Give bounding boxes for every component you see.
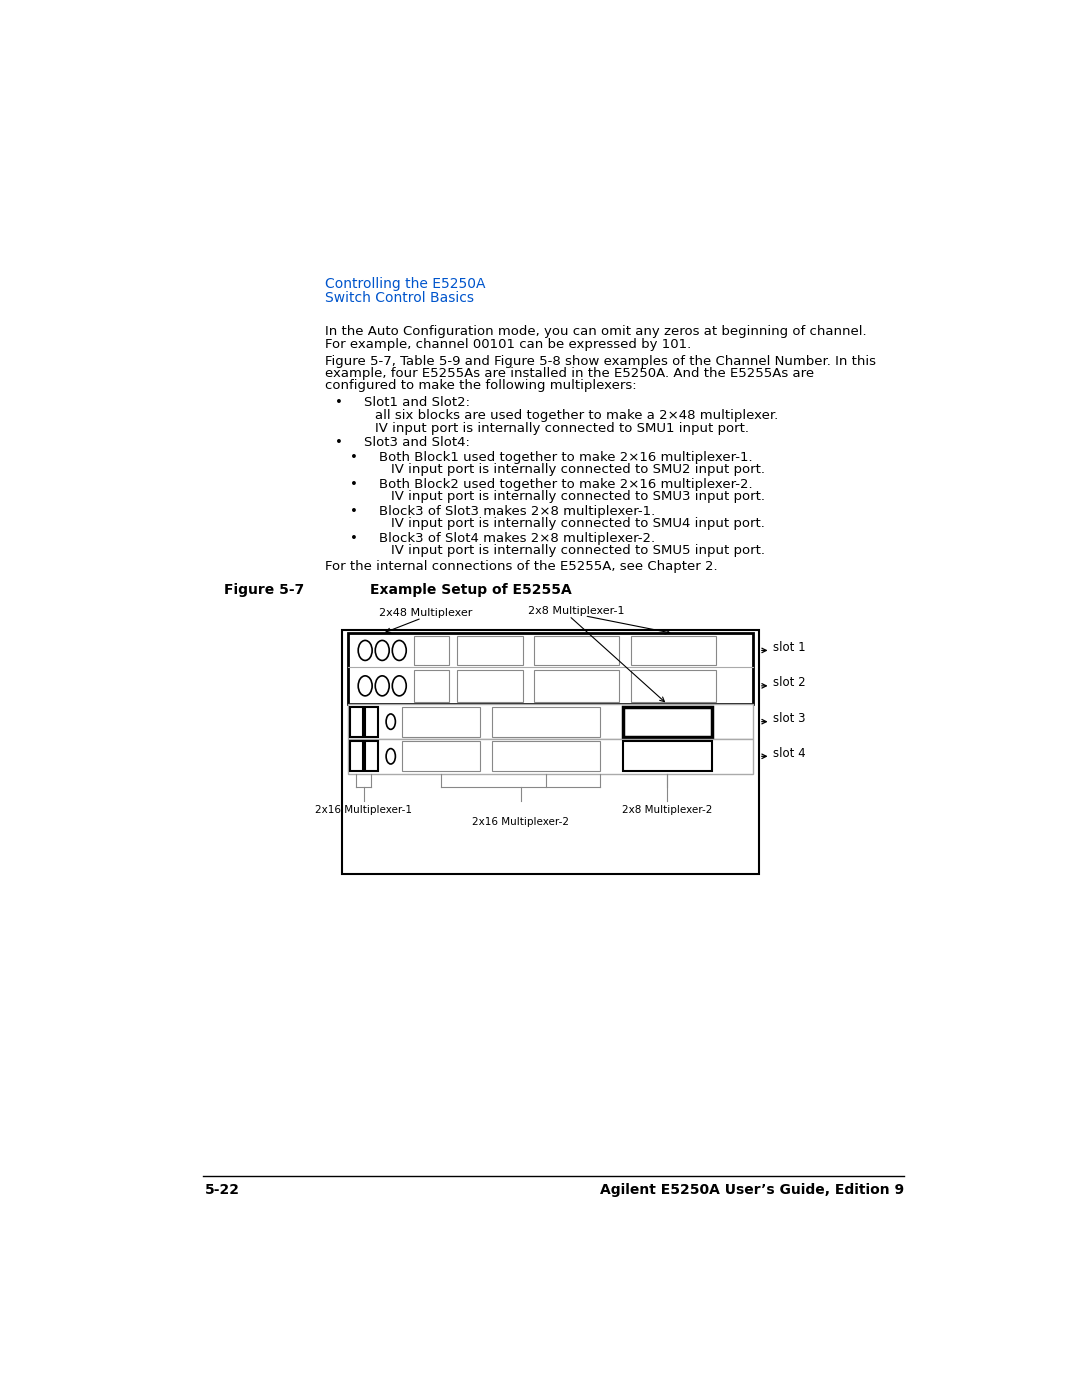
Text: •: • <box>335 436 342 450</box>
Text: •: • <box>350 532 359 545</box>
Text: Figure 5-7, Table 5-9 and Figure 5-8 show examples of the Channel Number. In thi: Figure 5-7, Table 5-9 and Figure 5-8 sho… <box>325 355 876 367</box>
Bar <box>365 742 378 771</box>
Text: Block3 of Slot3 makes 2×8 multiplexer-1.: Block3 of Slot3 makes 2×8 multiplexer-1. <box>379 504 656 518</box>
Text: 2x16 Multiplexer-1: 2x16 Multiplexer-1 <box>315 805 413 816</box>
Text: slot 1: slot 1 <box>773 641 806 654</box>
Text: IV input port is internally connected to SMU5 input port.: IV input port is internally connected to… <box>391 545 765 557</box>
Bar <box>631 636 716 665</box>
Text: IV input port is internally connected to SMU1 input port.: IV input port is internally connected to… <box>375 422 750 434</box>
Text: Agilent E5250A User’s Guide, Edition 9: Agilent E5250A User’s Guide, Edition 9 <box>599 1183 904 1197</box>
Bar <box>348 739 753 774</box>
Ellipse shape <box>392 640 406 661</box>
Ellipse shape <box>387 749 395 764</box>
Text: slot 4: slot 4 <box>773 747 806 760</box>
Ellipse shape <box>375 676 389 696</box>
Text: •: • <box>350 504 359 518</box>
Text: Example Setup of E5255A: Example Setup of E5255A <box>369 583 571 597</box>
Text: IV input port is internally connected to SMU3 input port.: IV input port is internally connected to… <box>391 490 765 503</box>
Text: Slot1 and Slot2:: Slot1 and Slot2: <box>364 395 470 408</box>
Bar <box>403 707 480 736</box>
Ellipse shape <box>375 640 389 661</box>
Text: •: • <box>335 395 342 408</box>
Text: Slot3 and Slot4:: Slot3 and Slot4: <box>364 436 470 450</box>
Bar <box>491 742 600 771</box>
Text: example, four E5255As are installed in the E5250A. And the E5255As are: example, four E5255As are installed in t… <box>325 367 814 380</box>
Text: For the internal connections of the E5255A, see Chapter 2.: For the internal connections of the E525… <box>325 560 717 573</box>
Ellipse shape <box>392 676 406 696</box>
Text: 2x48 Multiplexer: 2x48 Multiplexer <box>379 608 472 617</box>
Text: Figure 5-7: Figure 5-7 <box>225 583 305 597</box>
Ellipse shape <box>387 714 395 729</box>
Text: Block3 of Slot4 makes 2×8 multiplexer-2.: Block3 of Slot4 makes 2×8 multiplexer-2. <box>379 532 656 545</box>
Text: slot 3: slot 3 <box>773 712 806 725</box>
Text: 2x8 Multiplexer-2: 2x8 Multiplexer-2 <box>622 805 713 816</box>
Text: •: • <box>350 451 359 464</box>
Ellipse shape <box>359 676 373 696</box>
Text: IV input port is internally connected to SMU4 input port.: IV input port is internally connected to… <box>391 517 765 531</box>
Bar <box>403 742 480 771</box>
Text: IV input port is internally connected to SMU2 input port.: IV input port is internally connected to… <box>391 464 765 476</box>
Text: •: • <box>350 478 359 490</box>
Bar <box>414 636 449 665</box>
Text: Both Block2 used together to make 2×16 multiplexer-2.: Both Block2 used together to make 2×16 m… <box>379 478 753 490</box>
Bar <box>350 707 363 736</box>
Bar <box>342 630 759 873</box>
Text: For example, channel 00101 can be expressed by 101.: For example, channel 00101 can be expres… <box>325 338 691 351</box>
Bar <box>623 707 713 736</box>
Bar <box>414 669 449 703</box>
Bar <box>631 669 716 703</box>
Text: 2x8 Multiplexer-1: 2x8 Multiplexer-1 <box>528 606 625 616</box>
Bar <box>623 742 713 771</box>
Bar <box>535 669 619 703</box>
Text: 2x16 Multiplexer-2: 2x16 Multiplexer-2 <box>472 817 569 827</box>
Ellipse shape <box>359 640 373 661</box>
Text: 5-22: 5-22 <box>205 1183 240 1197</box>
Text: Switch Control Basics: Switch Control Basics <box>325 291 474 305</box>
Text: all six blocks are used together to make a 2×48 multiplexer.: all six blocks are used together to make… <box>375 409 779 422</box>
Text: In the Auto Configuration mode, you can omit any zeros at beginning of channel.: In the Auto Configuration mode, you can … <box>325 326 866 338</box>
Text: Both Block1 used together to make 2×16 multiplexer-1.: Both Block1 used together to make 2×16 m… <box>379 451 753 464</box>
Bar <box>365 707 378 736</box>
Text: slot 2: slot 2 <box>773 676 806 689</box>
Bar <box>491 707 600 736</box>
Bar <box>457 669 523 703</box>
Bar <box>348 633 753 704</box>
Bar <box>457 636 523 665</box>
Text: configured to make the following multiplexers:: configured to make the following multipl… <box>325 380 636 393</box>
Bar <box>348 704 753 739</box>
Bar <box>350 742 363 771</box>
Bar <box>535 636 619 665</box>
Text: Controlling the E5250A: Controlling the E5250A <box>325 277 485 291</box>
